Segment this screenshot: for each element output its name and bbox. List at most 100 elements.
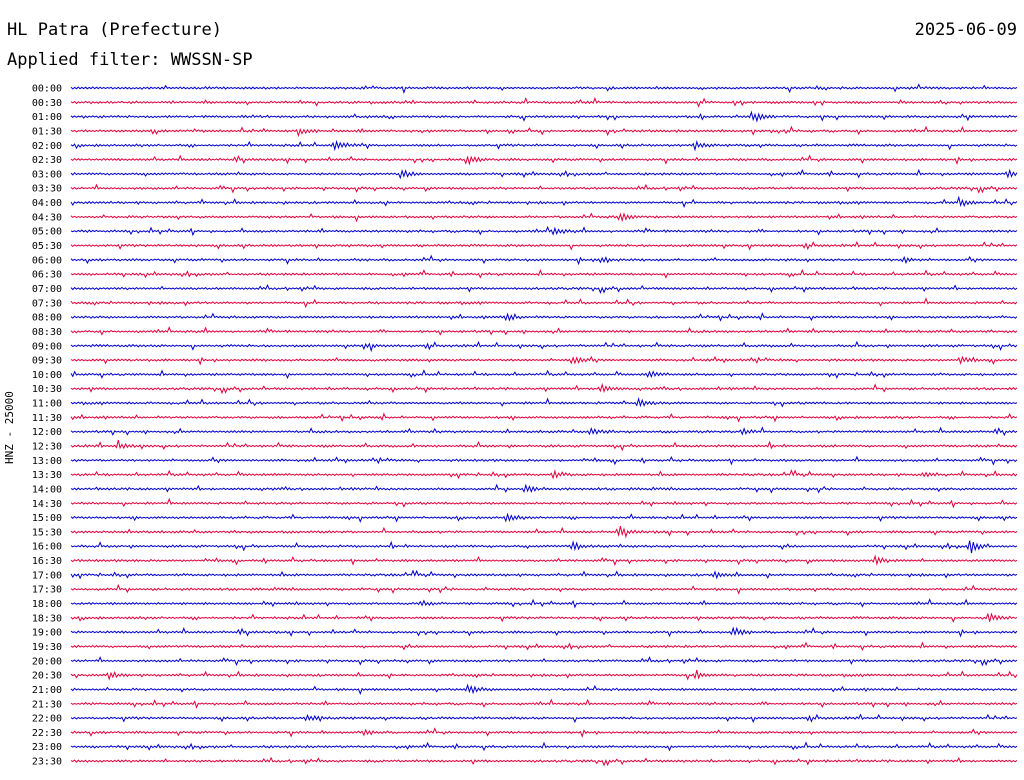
row-time-label: 13:30	[32, 470, 62, 481]
trace-line	[70, 168, 1018, 180]
row-time-label: 12:00	[32, 427, 62, 438]
row-time-label: 01:00	[32, 112, 62, 123]
trace-line	[70, 698, 1018, 709]
trace-line	[70, 268, 1018, 279]
row-time-label: 23:00	[32, 742, 62, 753]
row-time-label: 19:30	[32, 642, 62, 653]
filter-label: Applied filter: WWSSN-SP	[7, 50, 253, 70]
row-time-label: 15:00	[32, 513, 62, 524]
row-time-label: 07:30	[32, 298, 62, 309]
trace-line	[70, 598, 1018, 609]
row-time-label: 19:00	[32, 628, 62, 639]
row-time-label: 11:30	[32, 413, 62, 424]
row-time-label: 07:00	[32, 284, 62, 295]
trace-line	[70, 312, 1018, 322]
row-time-label: 23:30	[32, 757, 62, 768]
trace-line	[70, 397, 1018, 408]
row-time-label: 08:00	[32, 313, 62, 324]
row-time-label: 05:30	[32, 241, 62, 252]
trace-line	[70, 340, 1018, 353]
station-title: HL Patra (Prefecture)	[7, 20, 222, 40]
row-time-label: 14:00	[32, 484, 62, 495]
row-time-label: 09:30	[32, 356, 62, 367]
row-time-label: 10:00	[32, 370, 62, 381]
trace-line	[70, 669, 1018, 681]
row-time-label: 04:00	[32, 198, 62, 209]
trace-line	[70, 297, 1018, 309]
row-time-label: 21:30	[32, 699, 62, 710]
trace-line	[70, 254, 1018, 266]
trace-line	[70, 283, 1018, 294]
row-time-label: 20:30	[32, 671, 62, 682]
trace-line	[70, 212, 1018, 223]
trace-line	[70, 656, 1018, 667]
trace-line	[70, 240, 1018, 251]
trace-line	[70, 497, 1018, 509]
row-time-label: 00:30	[32, 98, 62, 109]
row-time-label: 18:30	[32, 613, 62, 624]
trace-line	[70, 554, 1018, 566]
row-time-label: 18:00	[32, 599, 62, 610]
row-time-label: 04:30	[32, 212, 62, 223]
trace-line	[70, 110, 1018, 123]
row-time-label: 02:30	[32, 155, 62, 166]
trace-line	[70, 583, 1018, 595]
row-time-label: 14:30	[32, 499, 62, 510]
row-time-label: 05:00	[32, 227, 62, 238]
row-time-label: 01:30	[32, 126, 62, 137]
record-date: 2025-06-09	[914, 20, 1017, 40]
row-time-label: 10:30	[32, 384, 62, 395]
trace-line	[70, 183, 1018, 194]
row-time-label: 11:00	[32, 399, 62, 410]
row-time-label: 03:30	[32, 184, 62, 195]
trace-line	[70, 225, 1018, 237]
trace-line	[70, 369, 1018, 380]
trace-line	[70, 525, 1018, 539]
row-time-label: 02:00	[32, 141, 62, 152]
row-time-label: 08:30	[32, 327, 62, 338]
trace-line	[70, 713, 1018, 724]
trace-line	[70, 569, 1018, 580]
trace-line	[70, 426, 1018, 437]
row-time-label: 17:30	[32, 585, 62, 596]
trace-line	[70, 355, 1018, 366]
trace-line	[70, 512, 1018, 523]
trace-line	[70, 741, 1018, 752]
row-time-label: 16:30	[32, 556, 62, 567]
trace-line	[70, 455, 1018, 466]
trace-line	[70, 139, 1018, 152]
row-time-label: 12:30	[32, 442, 62, 453]
trace-line	[70, 612, 1018, 623]
row-time-label: 09:00	[32, 341, 62, 352]
trace-line	[70, 683, 1018, 695]
row-time-label: 15:30	[32, 527, 62, 538]
row-time-label: 06:30	[32, 270, 62, 281]
row-time-label: 00:00	[32, 84, 62, 95]
row-time-label: 20:00	[32, 656, 62, 667]
trace-line	[70, 641, 1018, 651]
trace-line	[70, 412, 1018, 423]
trace-line	[70, 540, 1018, 554]
row-time-label: 03:00	[32, 169, 62, 180]
row-time-label: 06:00	[32, 255, 62, 266]
trace-line	[70, 727, 1018, 738]
trace-line	[70, 483, 1018, 494]
row-time-label: 22:30	[32, 728, 62, 739]
trace-line	[70, 97, 1018, 108]
row-time-label: 16:00	[32, 542, 62, 553]
trace-line	[70, 756, 1018, 767]
trace-line	[70, 326, 1018, 336]
trace-line	[70, 469, 1018, 480]
row-time-label: 17:00	[32, 570, 62, 581]
row-time-label: 21:00	[32, 685, 62, 696]
trace-line	[70, 382, 1018, 395]
trace-line	[70, 439, 1018, 452]
row-time-label: 13:00	[32, 456, 62, 467]
row-time-label: 22:00	[32, 714, 62, 725]
trace-line	[70, 154, 1018, 166]
trace-line	[70, 83, 1018, 94]
trace-line	[70, 195, 1018, 208]
trace-line	[70, 626, 1018, 638]
trace-line	[70, 125, 1018, 138]
